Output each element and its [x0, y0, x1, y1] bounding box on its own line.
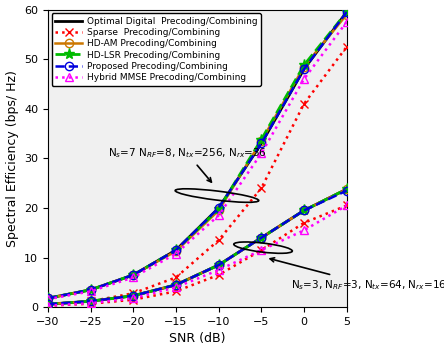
Optimal Digital  Precoding/Combining — [301, 67, 307, 71]
Proposed Precoding/Combining — [173, 248, 178, 252]
Proposed Precoding/Combining — [131, 273, 136, 277]
Line: HD-LSR Precoding/Combining: HD-LSR Precoding/Combining — [43, 6, 352, 304]
X-axis label: SNR (dB): SNR (dB) — [169, 332, 226, 345]
Hybrid MMSE Precoding/Combining — [45, 297, 51, 302]
Hybrid MMSE Precoding/Combining — [344, 20, 349, 24]
HD-AM Precoding/Combining — [88, 288, 93, 292]
Text: N$_s$=7 N$_{RF}$=8, N$_{tx}$=256, N$_{rx}$=36: N$_s$=7 N$_{RF}$=8, N$_{tx}$=256, N$_{rx… — [108, 146, 267, 182]
HD-LSR Precoding/Combining — [45, 296, 51, 300]
Optimal Digital  Precoding/Combining — [131, 273, 136, 277]
HD-LSR Precoding/Combining — [131, 273, 136, 277]
Line: Proposed Precoding/Combining: Proposed Precoding/Combining — [44, 8, 351, 303]
Optimal Digital  Precoding/Combining — [344, 10, 349, 14]
Hybrid MMSE Precoding/Combining — [259, 151, 264, 155]
Sparse  Precoding/Combining — [259, 186, 264, 190]
HD-LSR Precoding/Combining — [216, 207, 221, 211]
HD-AM Precoding/Combining — [173, 249, 178, 253]
Line: Sparse  Precoding/Combining: Sparse Precoding/Combining — [44, 42, 351, 309]
Line: Optimal Digital  Precoding/Combining: Optimal Digital Precoding/Combining — [48, 12, 347, 298]
Hybrid MMSE Precoding/Combining — [88, 289, 93, 293]
Sparse  Precoding/Combining — [344, 45, 349, 49]
Sparse  Precoding/Combining — [216, 238, 221, 242]
Proposed Precoding/Combining — [301, 67, 307, 71]
Sparse  Precoding/Combining — [173, 275, 178, 279]
HD-LSR Precoding/Combining — [88, 288, 93, 292]
Line: HD-AM Precoding/Combining: HD-AM Precoding/Combining — [44, 10, 351, 303]
Sparse  Precoding/Combining — [88, 299, 93, 303]
Hybrid MMSE Precoding/Combining — [216, 213, 221, 218]
Proposed Precoding/Combining — [259, 141, 264, 146]
Optimal Digital  Precoding/Combining — [259, 141, 264, 146]
HD-LSR Precoding/Combining — [259, 137, 264, 141]
HD-LSR Precoding/Combining — [173, 248, 178, 252]
Sparse  Precoding/Combining — [301, 102, 307, 106]
HD-AM Precoding/Combining — [216, 208, 221, 213]
Proposed Precoding/Combining — [88, 288, 93, 292]
HD-AM Precoding/Combining — [301, 65, 307, 69]
Proposed Precoding/Combining — [45, 296, 51, 300]
Proposed Precoding/Combining — [216, 206, 221, 210]
Hybrid MMSE Precoding/Combining — [173, 251, 178, 256]
HD-LSR Precoding/Combining — [344, 10, 349, 14]
HD-AM Precoding/Combining — [45, 296, 51, 300]
Optimal Digital  Precoding/Combining — [216, 206, 221, 210]
HD-AM Precoding/Combining — [344, 12, 349, 16]
HD-AM Precoding/Combining — [131, 273, 136, 277]
HD-LSR Precoding/Combining — [301, 63, 307, 67]
Sparse  Precoding/Combining — [131, 291, 136, 296]
HD-AM Precoding/Combining — [259, 139, 264, 143]
Y-axis label: Spectral Efficiency (bps/ Hz): Spectral Efficiency (bps/ Hz) — [6, 70, 19, 247]
Line: Hybrid MMSE Precoding/Combining: Hybrid MMSE Precoding/Combining — [44, 18, 351, 303]
Text: N$_s$=3, N$_{RF}$=3, N$_{tx}$=64, N$_{rx}$=16: N$_s$=3, N$_{RF}$=3, N$_{tx}$=64, N$_{rx… — [270, 258, 444, 292]
Optimal Digital  Precoding/Combining — [173, 248, 178, 252]
Legend: Optimal Digital  Precoding/Combining, Sparse  Precoding/Combining, HD-AM Precodi: Optimal Digital Precoding/Combining, Spa… — [52, 13, 261, 86]
Optimal Digital  Precoding/Combining — [88, 288, 93, 292]
Hybrid MMSE Precoding/Combining — [301, 77, 307, 81]
Hybrid MMSE Precoding/Combining — [131, 275, 136, 279]
Sparse  Precoding/Combining — [45, 303, 51, 307]
Proposed Precoding/Combining — [344, 10, 349, 14]
Optimal Digital  Precoding/Combining — [45, 296, 51, 300]
